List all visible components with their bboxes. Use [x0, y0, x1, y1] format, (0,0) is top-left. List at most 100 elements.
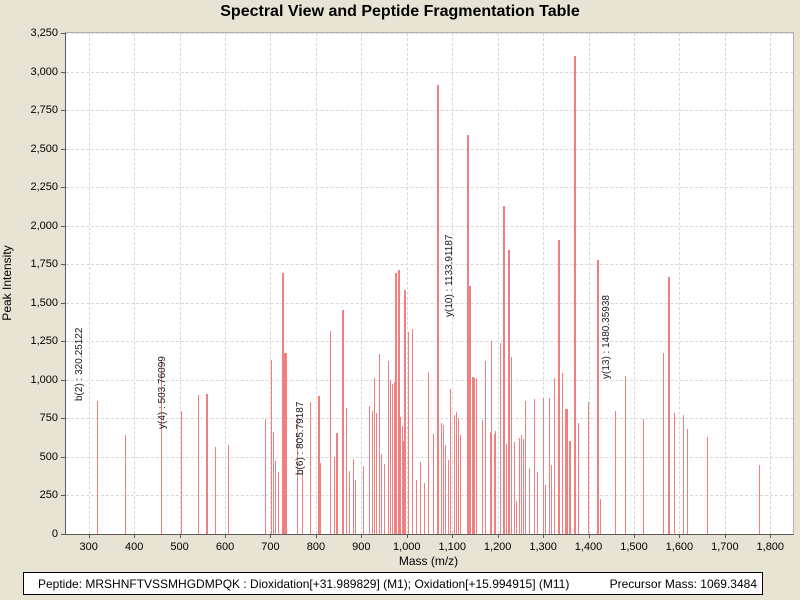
- peak: [437, 85, 440, 534]
- x-tick-label: 1,100: [438, 541, 466, 553]
- x-tick-mark: [452, 534, 454, 538]
- peak: [381, 453, 383, 534]
- y-gridline: [66, 71, 793, 73]
- peak: [424, 483, 426, 534]
- peak: [682, 414, 684, 534]
- peak: [420, 462, 422, 534]
- peak: [354, 480, 356, 534]
- y-tick-mark: [61, 341, 66, 343]
- peak: [198, 395, 200, 534]
- peak: [214, 446, 216, 534]
- x-tick-label: 400: [124, 541, 144, 553]
- peak: [520, 434, 522, 534]
- chart-title: Spectral View and Peptide Fragmentation …: [220, 3, 580, 20]
- y-tick-label: 1,250: [30, 335, 58, 348]
- peak: [309, 402, 311, 534]
- y-gridline: [66, 110, 793, 112]
- peak: [466, 134, 469, 534]
- x-gridline: [497, 33, 499, 534]
- x-gridline: [179, 33, 181, 534]
- peak: [180, 410, 182, 534]
- y-tick-mark: [61, 534, 66, 535]
- y-tick-label: 3,000: [30, 65, 58, 78]
- y-tick-mark: [61, 225, 66, 227]
- x-tick-label: 800: [306, 541, 326, 553]
- peak: [473, 378, 475, 534]
- x-tick-label: 600: [215, 541, 235, 553]
- peak: [441, 423, 443, 534]
- precursor-mass: Precursor Mass: 1069.3484: [609, 576, 757, 591]
- x-tick-label: 900: [352, 541, 371, 553]
- peak: [491, 341, 493, 534]
- peak: [283, 352, 287, 534]
- peak: [395, 273, 398, 534]
- peak: [408, 332, 410, 534]
- peak: [548, 397, 550, 534]
- x-tick-mark: [497, 534, 499, 538]
- peak: [469, 285, 472, 534]
- peak: [475, 378, 477, 534]
- peak: [471, 376, 474, 534]
- peak: [495, 430, 497, 534]
- peak: [333, 456, 335, 534]
- peak: [317, 396, 320, 534]
- peak: [124, 435, 126, 534]
- peak: [282, 273, 285, 534]
- y-gridline: [66, 225, 793, 227]
- peak: [445, 445, 447, 534]
- peak: [484, 360, 486, 534]
- y-tick-mark: [61, 110, 66, 112]
- peak-annotation-label: y(13) : 1480.35938: [601, 295, 613, 379]
- y-tick-label: 250: [39, 489, 58, 502]
- x-gridline: [679, 33, 681, 534]
- peak: [341, 309, 344, 534]
- peak: [348, 470, 350, 534]
- x-gridline: [270, 33, 272, 534]
- x-tick-label: 300: [79, 541, 98, 553]
- peak-annotation-label: y(10) : 1133.91187: [443, 234, 455, 317]
- peak: [302, 470, 304, 534]
- x-tick-mark: [270, 534, 272, 538]
- peak: [561, 372, 563, 534]
- peak: [206, 394, 209, 534]
- peak: [525, 400, 527, 534]
- plot-area[interactable]: 300 400 500 600 700 800 900 1,000 1,100 1,200 1,30…: [30, 27, 794, 553]
- peak: [663, 352, 665, 534]
- x-gridline: [225, 33, 227, 534]
- peak: [372, 411, 374, 534]
- x-tick-mark: [225, 534, 227, 538]
- x-tick-mark: [361, 534, 363, 538]
- y-gridline: [66, 264, 793, 266]
- peak: [272, 432, 274, 534]
- fragmentation-summary-bar: Peptide: MRSHNFTVSSMHGDMPQK : Dioxidatio…: [23, 572, 763, 595]
- x-tick-mark: [315, 534, 317, 538]
- y-gridline: [66, 33, 793, 34]
- y-tick-mark: [61, 302, 66, 304]
- y-gridline: [66, 187, 793, 189]
- peak-annotation-label: b(2) : 320.25122: [73, 327, 85, 401]
- peak: [160, 359, 162, 534]
- y-axis-title: Peak Intensity: [0, 245, 14, 321]
- peak: [397, 270, 400, 534]
- y-gridline: [66, 495, 793, 497]
- x-tick-mark: [770, 534, 772, 538]
- y-tick-label: 1,750: [30, 258, 58, 271]
- peak: [458, 418, 460, 534]
- peak: [615, 411, 617, 534]
- peak: [383, 463, 385, 534]
- y-tick-label: 750: [39, 412, 58, 425]
- peak: [511, 356, 513, 534]
- peak: [277, 472, 279, 534]
- x-tick-label: 1,300: [529, 541, 557, 553]
- y-tick-label: 0: [51, 528, 58, 540]
- x-tick-label: 1,000: [393, 541, 421, 553]
- x-tick-label: 700: [261, 541, 280, 553]
- peak: [758, 465, 760, 534]
- peak: [456, 412, 458, 534]
- peak: [516, 500, 518, 534]
- peak: [643, 419, 645, 534]
- y-tick-label: 1,500: [30, 296, 58, 309]
- x-tick-label: 500: [170, 541, 189, 553]
- x-tick-mark: [179, 534, 181, 538]
